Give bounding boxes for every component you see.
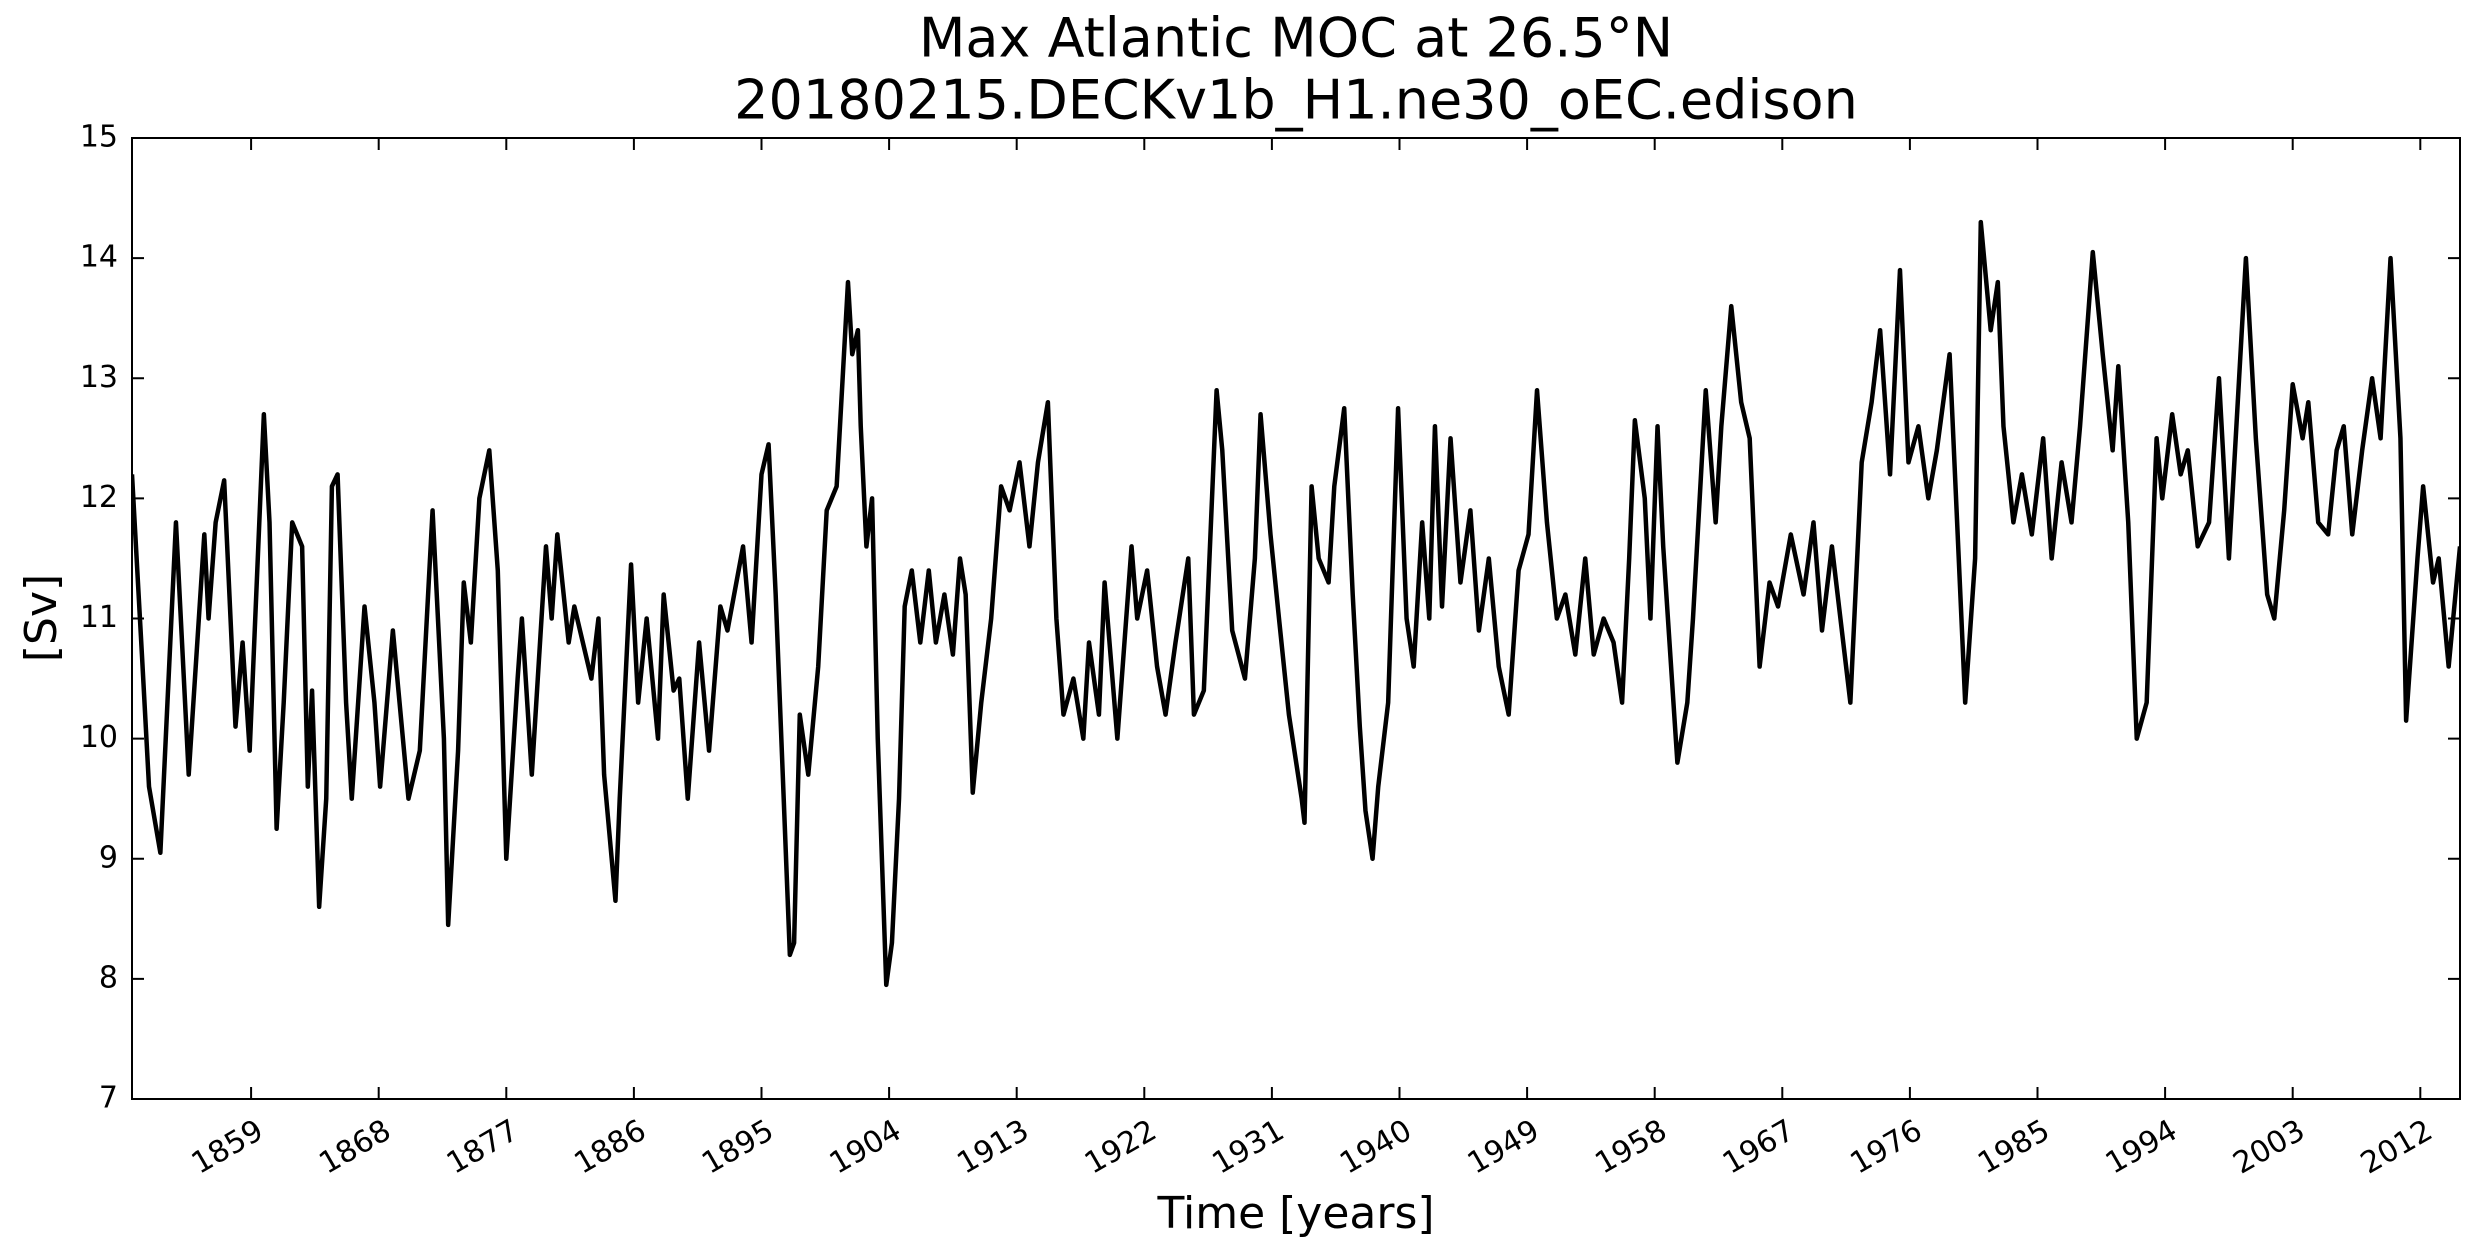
y-tick-label: 9: [99, 840, 118, 875]
x-tick-label: 1886: [569, 1113, 653, 1181]
y-tick-label: 8: [99, 960, 118, 995]
x-tick-label: 2012: [2355, 1113, 2439, 1181]
chart-title: Max Atlantic MOC at 26.5°N: [919, 7, 1673, 70]
x-tick-label: 1976: [1845, 1113, 1929, 1181]
x-tick-label: 2003: [2227, 1113, 2311, 1181]
x-tick-label: 1985: [1972, 1113, 2056, 1181]
chart-subtitle: 20180215.DECKv1b_H1.ne30_oEC.edison: [734, 69, 1858, 132]
x-tick-label: 1913: [951, 1113, 1035, 1181]
y-tick-label: 12: [80, 480, 118, 515]
y-axis-label: [Sv]: [16, 574, 67, 662]
y-tick-label: 7: [99, 1081, 118, 1116]
plot-frame: [131, 137, 2461, 1100]
x-tick-label: 1895: [696, 1113, 780, 1181]
x-tick-label: 1868: [313, 1113, 397, 1181]
x-tick-label: 1940: [1334, 1113, 1418, 1181]
x-tick-label: 1949: [1462, 1113, 1546, 1181]
y-tick-label: 11: [80, 600, 118, 635]
y-tick-label: 14: [80, 240, 118, 275]
x-tick-label: 1904: [824, 1113, 908, 1181]
x-tick-label: 1859: [186, 1113, 270, 1181]
x-tick-label: 1994: [2100, 1113, 2184, 1181]
x-tick-label: 1967: [1717, 1113, 1801, 1181]
data-line: [132, 219, 2460, 988]
y-tick-label: 10: [80, 720, 118, 755]
y-tick-label: 13: [80, 360, 118, 395]
x-tick-label: 1922: [1079, 1113, 1163, 1181]
x-tick-label: 1877: [441, 1113, 525, 1181]
x-tick-label: 1958: [1589, 1113, 1673, 1181]
y-tick-label: 15: [80, 120, 118, 155]
x-axis-label: Time [years]: [1156, 1188, 1434, 1239]
x-tick-label: 1931: [1207, 1113, 1291, 1181]
